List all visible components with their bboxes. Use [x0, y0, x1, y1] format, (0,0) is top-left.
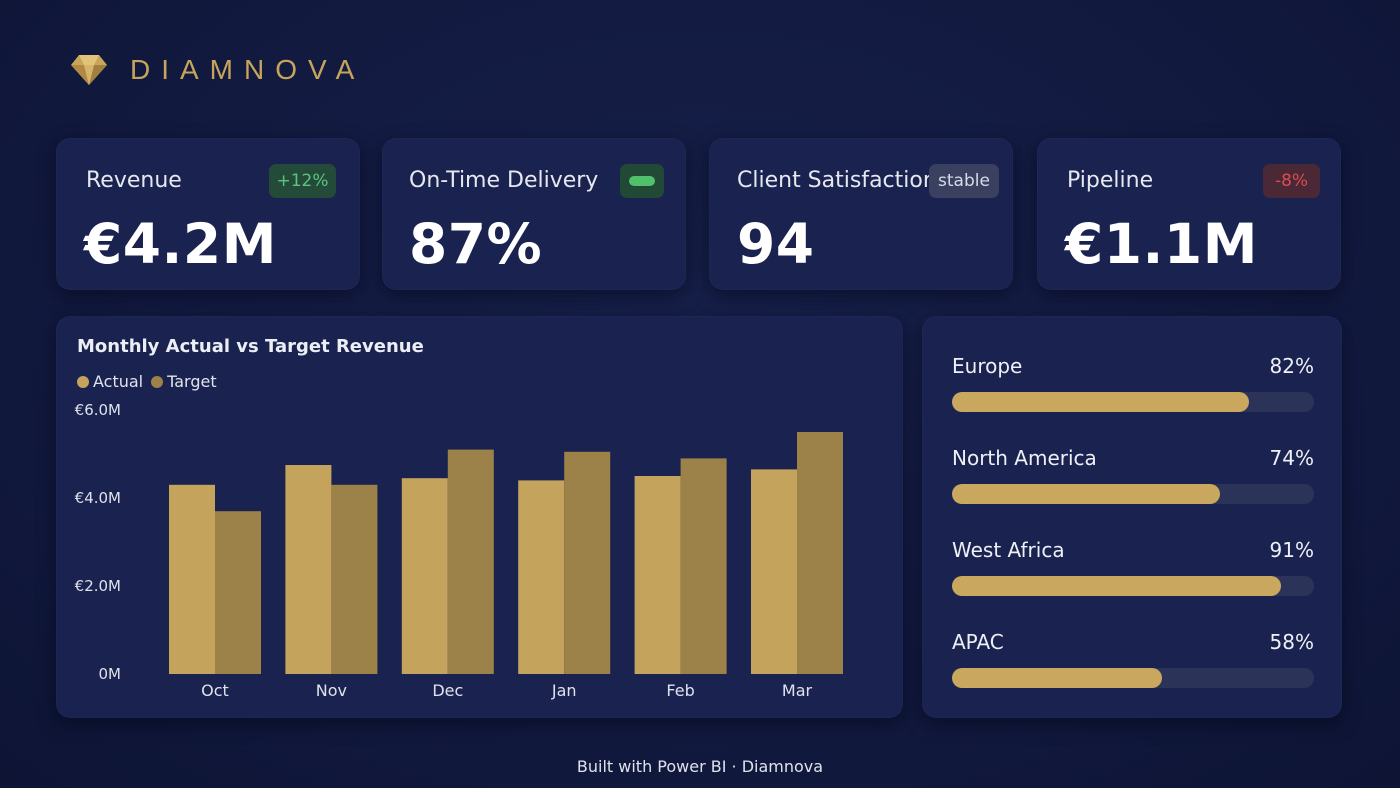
legend-item-target[interactable]: Target — [151, 372, 217, 391]
legend-dot-icon — [77, 375, 89, 388]
region-row-north-america: North America 74% — [952, 446, 1314, 506]
progress-fill — [952, 392, 1249, 412]
kpi-value: €1.1M — [1065, 212, 1258, 276]
bar-target-dec[interactable] — [447, 449, 494, 674]
trend-badge-stable: stable — [929, 164, 999, 198]
kpi-label: Client Satisfaction — [737, 168, 937, 193]
kpi-card-revenue[interactable]: Revenue +12% €4.2M — [56, 138, 360, 290]
kpi-card-client-satisfaction[interactable]: Client Satisfaction stable 94 — [709, 138, 1013, 290]
footer-credit: Built with Power BI · Diamnova — [576, 757, 824, 776]
kpi-value: 94 — [737, 212, 815, 276]
kpi-label: On-Time Delivery — [409, 168, 599, 193]
revenue-chart-panel: Monthly Actual vs Target Revenue Actual … — [56, 316, 903, 718]
kpi-card-on-time-delivery[interactable]: On-Time Delivery 87% — [382, 138, 686, 290]
y-tick-label: €2.0M — [75, 577, 121, 595]
progress-fill — [952, 484, 1220, 504]
bar-chart: €6.0M €4.0M €2.0M 0M Oct Nov Dec Jan Feb Mar — [75, 401, 843, 700]
region-percent: 58% — [1269, 630, 1314, 654]
kpi-value: €4.2M — [84, 212, 277, 276]
y-tick-label: €6.0M — [75, 401, 121, 419]
bar-target-nov[interactable] — [331, 484, 378, 674]
region-row-europe: Europe 82% — [952, 354, 1314, 414]
bar-actual-feb[interactable] — [634, 476, 681, 674]
x-tick-label: Jan — [551, 681, 577, 700]
kpi-label: Revenue — [86, 168, 182, 193]
region-row-apac: APAC 58% — [952, 630, 1314, 690]
y-tick-label: 0M — [99, 665, 122, 683]
region-name: Europe — [952, 354, 1023, 378]
x-tick-label: Feb — [666, 681, 694, 700]
x-tick-label: Oct — [201, 681, 229, 700]
kpi-value: 87% — [409, 212, 543, 276]
bar-target-feb[interactable] — [680, 458, 727, 674]
progress-fill — [952, 576, 1282, 596]
kpi-card-pipeline[interactable]: Pipeline -8% €1.1M — [1037, 138, 1341, 290]
bar-actual-nov[interactable] — [285, 465, 332, 674]
region-name: West Africa — [952, 538, 1065, 562]
region-percent: 82% — [1269, 354, 1314, 378]
chart-legend: Actual Target — [77, 372, 225, 391]
progress-fill — [952, 668, 1162, 688]
region-name: APAC — [952, 630, 1004, 654]
progress-track — [952, 484, 1314, 504]
kpi-label: Pipeline — [1067, 168, 1154, 193]
x-tick-label: Mar — [782, 681, 813, 700]
region-name: North America — [952, 446, 1097, 470]
progress-track — [952, 392, 1314, 412]
bar-target-jan[interactable] — [564, 451, 611, 674]
status-pill-icon — [620, 164, 664, 198]
bar-target-mar[interactable] — [797, 432, 843, 674]
legend-label: Target — [167, 372, 217, 391]
diamond-icon — [71, 55, 107, 85]
x-tick-label: Dec — [432, 681, 463, 700]
region-row-west-africa: West Africa 91% — [952, 538, 1314, 598]
region-progress-panel: Europe 82% North America 74% West Africa… — [922, 316, 1342, 718]
legend-dot-icon — [151, 375, 164, 388]
progress-track — [952, 668, 1314, 688]
bar-target-oct[interactable] — [215, 511, 261, 674]
bar-actual-dec[interactable] — [401, 478, 448, 674]
trend-badge-down: -8% — [1263, 164, 1320, 198]
bar-actual-oct[interactable] — [169, 484, 215, 674]
legend-item-actual[interactable]: Actual — [77, 372, 143, 391]
x-tick-label: Nov — [316, 681, 347, 700]
region-percent: 74% — [1269, 446, 1314, 470]
region-percent: 91% — [1269, 538, 1314, 562]
bar-actual-mar[interactable] — [751, 469, 797, 674]
brand-name: DIAMNOVA — [130, 54, 366, 85]
chart-title: Monthly Actual vs Target Revenue — [77, 336, 424, 357]
progress-track — [952, 576, 1314, 596]
trend-badge-up: +12% — [269, 164, 336, 198]
y-tick-label: €4.0M — [75, 489, 121, 507]
legend-label: Actual — [93, 372, 144, 391]
bar-actual-jan[interactable] — [518, 480, 565, 674]
brand-header: DIAMNOVA — [70, 52, 365, 88]
